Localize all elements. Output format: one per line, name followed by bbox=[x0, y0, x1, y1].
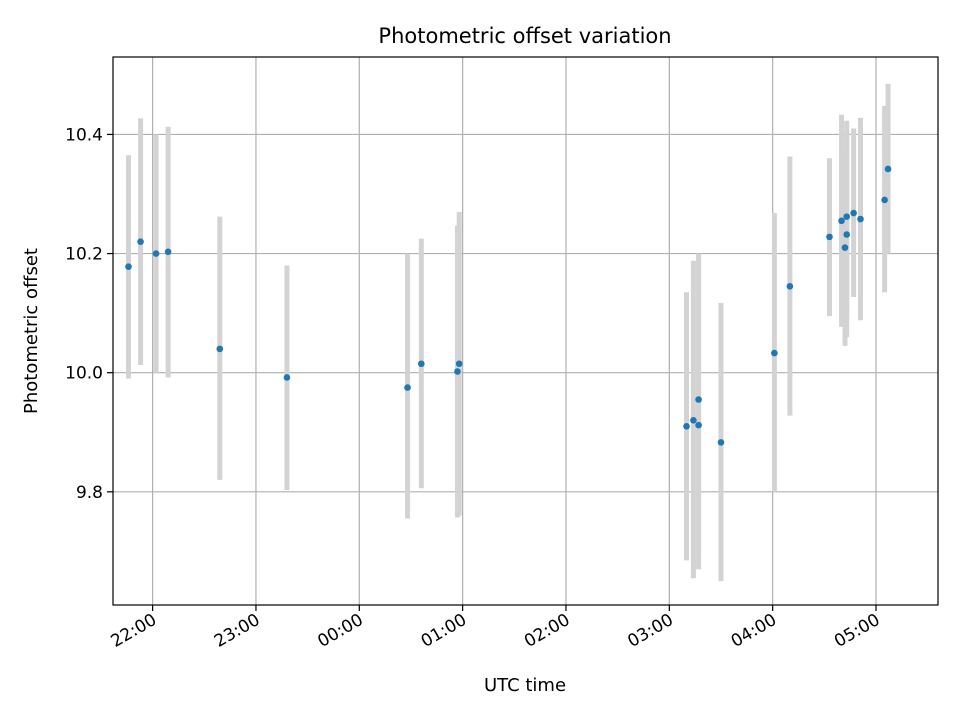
data-point bbox=[404, 384, 411, 391]
data-point bbox=[152, 250, 160, 257]
x-tick-label: 23:00 bbox=[211, 610, 263, 652]
data-point bbox=[417, 360, 425, 368]
y-axis-ticks: 9.8 10.0 10.2 10.4 bbox=[65, 125, 113, 503]
y-tick-label: 10.2 bbox=[65, 245, 103, 265]
data-point bbox=[857, 215, 864, 223]
data-point bbox=[786, 283, 794, 290]
grid-layer bbox=[113, 57, 938, 605]
data-point bbox=[841, 244, 849, 251]
x-axis-label: UTC time bbox=[484, 675, 566, 696]
x-tick-label: 01:00 bbox=[418, 610, 470, 652]
x-tick-label: 22:00 bbox=[108, 610, 160, 652]
data-point bbox=[695, 396, 702, 403]
x-tick-label: 02:00 bbox=[521, 610, 573, 652]
x-tick-label: 05:00 bbox=[831, 610, 883, 652]
x-tick-label: 00:00 bbox=[314, 610, 366, 652]
x-tick-label: 03:00 bbox=[624, 610, 676, 652]
y-tick-label: 10.4 bbox=[65, 125, 103, 145]
data-point bbox=[881, 196, 888, 204]
data-point bbox=[125, 263, 132, 270]
point-layer bbox=[125, 165, 892, 446]
x-tick-label: 04:00 bbox=[728, 610, 780, 652]
data-point bbox=[717, 439, 725, 446]
data-point bbox=[884, 165, 892, 173]
y-axis-label: Photometric offset bbox=[21, 248, 42, 414]
data-point bbox=[216, 345, 224, 353]
data-point bbox=[690, 417, 697, 424]
data-point bbox=[455, 360, 463, 368]
y-tick-label: 9.8 bbox=[76, 483, 103, 503]
data-point bbox=[771, 349, 778, 357]
data-point bbox=[850, 209, 857, 217]
data-point bbox=[164, 248, 172, 256]
data-point bbox=[695, 421, 702, 429]
x-axis-ticks: 22:00 23:00 00:00 01:00 02:00 03:00 04:00 05:00 bbox=[108, 605, 883, 652]
errorbar-layer bbox=[126, 83, 891, 582]
data-point bbox=[454, 368, 461, 375]
data-point bbox=[283, 374, 291, 381]
chart-title: Photometric offset variation bbox=[378, 24, 671, 48]
data-point bbox=[826, 233, 833, 241]
data-point bbox=[683, 423, 690, 430]
plot-frame bbox=[112, 56, 939, 606]
data-point bbox=[838, 217, 845, 225]
data-point bbox=[843, 213, 851, 220]
y-tick-label: 10.0 bbox=[65, 364, 103, 384]
data-point bbox=[843, 231, 851, 238]
data-point bbox=[137, 238, 144, 245]
